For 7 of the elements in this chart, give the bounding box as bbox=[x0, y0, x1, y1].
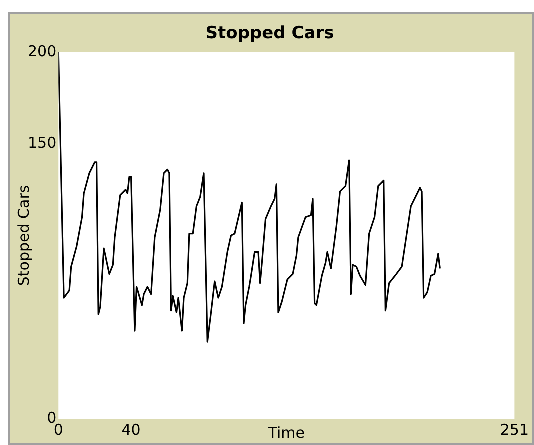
y-tick-label: 200 bbox=[28, 42, 57, 60]
chart-title: Stopped Cars bbox=[206, 24, 334, 44]
x-axis-title: Time bbox=[267, 424, 306, 442]
x-tick-label: 40 bbox=[122, 420, 141, 439]
y-axis-title: Stopped Cars bbox=[14, 185, 33, 286]
y-tick-label: 150 bbox=[28, 134, 57, 152]
x-tick-label: 251 bbox=[500, 420, 530, 439]
